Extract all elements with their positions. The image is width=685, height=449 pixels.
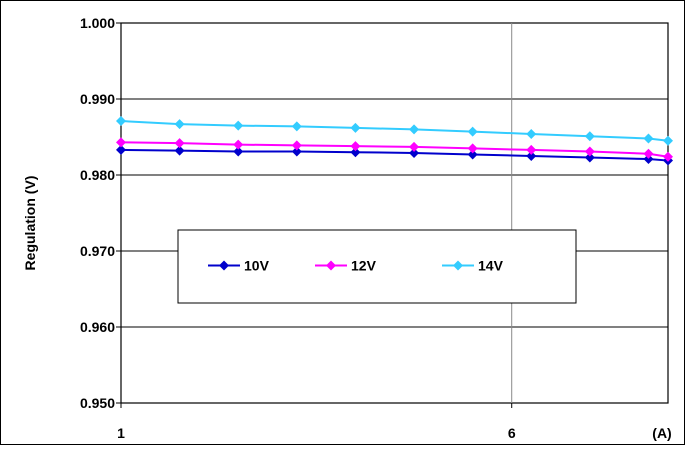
data-point (291, 140, 302, 151)
data-point (116, 137, 126, 148)
y-tick-label: 0.980 (80, 167, 115, 183)
data-point (467, 149, 478, 160)
data-point (350, 147, 361, 158)
legend-swatch-marker (453, 260, 463, 271)
data-point (584, 152, 595, 163)
x-axis-label: (A) (652, 425, 671, 441)
data-point (467, 143, 478, 154)
data-point (584, 146, 595, 157)
data-point (116, 144, 126, 155)
data-point (643, 148, 654, 159)
legend-box (177, 229, 577, 304)
data-point (350, 141, 361, 152)
data-point (174, 145, 185, 156)
data-point (174, 119, 185, 130)
data-point (467, 126, 478, 137)
data-point (663, 151, 673, 162)
plot-area (120, 22, 669, 404)
y-tick-label: 0.990 (80, 91, 115, 107)
legend: 10V 12V 14V (177, 229, 577, 304)
data-point (584, 131, 595, 142)
legend-label: 14V (478, 258, 504, 274)
data-point (409, 147, 420, 158)
data-point (409, 141, 420, 152)
y-tick-label: 0.960 (80, 319, 115, 335)
legend-label: 10V (244, 258, 270, 274)
data-point (663, 135, 673, 146)
x-tick-label: 1 (117, 425, 125, 441)
y-tick-label: 1.000 (80, 15, 115, 31)
data-point (233, 120, 244, 131)
data-point (116, 116, 126, 127)
y-tick-label: 0.970 (80, 243, 115, 259)
data-point (233, 146, 244, 157)
data-point (526, 151, 537, 161)
y-tick-label: 0.950 (80, 395, 115, 411)
y-axis-label: Regulation (V) (22, 176, 38, 271)
data-point (350, 122, 361, 133)
data-point (291, 146, 302, 157)
legend-swatch-marker (326, 260, 336, 271)
x-tick-label: 6 (508, 425, 516, 441)
data-point (291, 121, 302, 132)
data-point (174, 138, 185, 149)
legend-swatch-marker (219, 260, 229, 271)
data-point (643, 133, 654, 144)
data-point (526, 144, 537, 155)
data-point (409, 124, 420, 135)
data-point (526, 128, 537, 139)
data-point (233, 139, 244, 150)
data-point (643, 154, 654, 165)
legend-label: 12V (351, 258, 377, 274)
